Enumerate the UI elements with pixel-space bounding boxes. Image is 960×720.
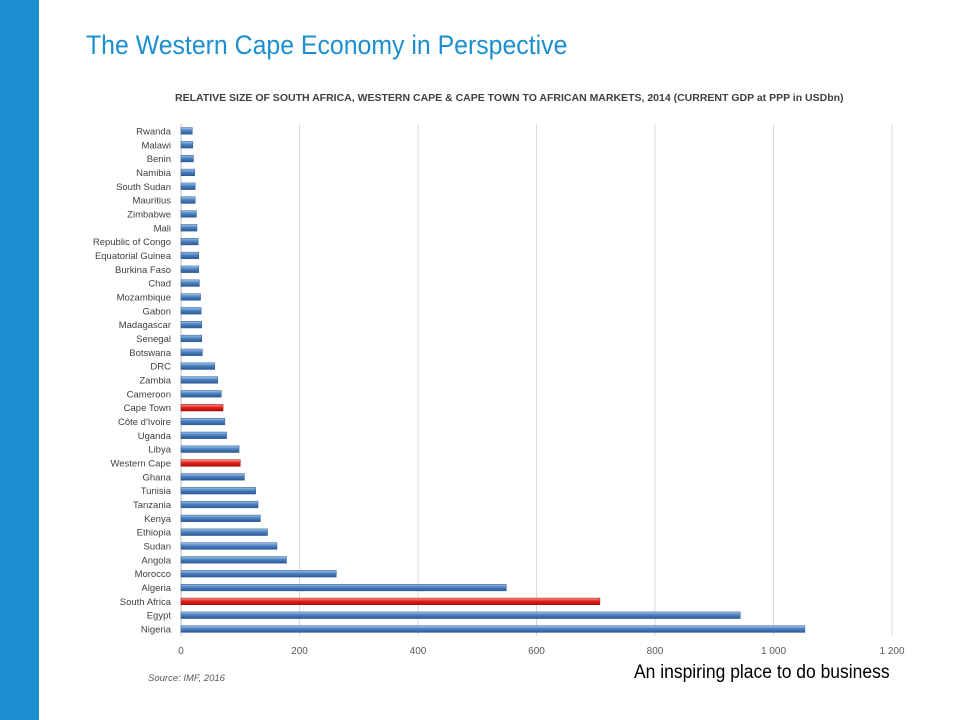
category-label: Sudan	[144, 542, 171, 553]
bar-namibia	[180, 168, 195, 177]
category-label: Kenya	[144, 514, 172, 525]
x-tick-label: 400	[410, 646, 427, 657]
category-label: Burkina Faso	[115, 265, 171, 276]
bar-zimbabwe	[180, 210, 197, 218]
bar-c-te-d-ivoire	[180, 417, 226, 426]
category-label: Senegal	[136, 334, 171, 345]
bar-mali	[180, 224, 198, 232]
bar-uganda	[180, 431, 227, 439]
bar-gabon	[180, 307, 202, 315]
bar-zambia	[180, 376, 218, 384]
x-tick-label: 1 200	[879, 646, 904, 657]
bar-republic-of-congo	[180, 238, 199, 246]
x-tick-label: 600	[528, 646, 545, 657]
category-label: Namibia	[136, 168, 172, 179]
x-axis-ticks: 0 200 400 600 800 1 000 1 200	[178, 646, 905, 657]
bar-ghana	[180, 473, 245, 481]
category-label: Cape Town	[124, 403, 171, 414]
category-labels: Rwanda Malawi Benin Namibia South Sudan Mauri…	[93, 126, 172, 635]
category-label: Equatorial Guinea	[95, 251, 172, 262]
category-label: Mauritius	[132, 196, 171, 207]
category-label: Ethiopia	[137, 528, 172, 539]
bar-nigeria	[180, 625, 806, 633]
bar-south-africa	[180, 597, 601, 605]
category-label: Mali	[154, 223, 171, 234]
category-label: Angola	[141, 555, 171, 566]
category-label: Libya	[148, 445, 171, 456]
bar-madagascar	[180, 321, 202, 329]
gridlines	[180, 124, 893, 636]
bar-cape-town	[180, 404, 224, 412]
bars	[180, 127, 806, 633]
bar-rwanda	[180, 127, 193, 135]
category-label: Zimbabwe	[127, 209, 171, 220]
source-note: Source: IMF, 2016	[148, 673, 225, 684]
bar-ethiopia	[180, 528, 268, 536]
category-label: Uganda	[138, 431, 172, 442]
category-label: Western Cape	[110, 459, 171, 470]
category-label: Gabon	[142, 306, 171, 317]
tagline: An inspiring place to do business	[634, 662, 890, 683]
category-label: Rwanda	[136, 126, 172, 137]
bar-algeria	[180, 583, 507, 592]
bar-burkina-faso	[180, 265, 200, 273]
category-label: DRC	[150, 362, 171, 373]
category-label: Mozambique	[117, 292, 171, 303]
category-label: Republic of Congo	[93, 237, 171, 248]
bar-south-sudan	[180, 182, 196, 190]
bar-benin	[180, 155, 194, 163]
category-label: Zambia	[139, 376, 171, 387]
x-tick-label: 200	[291, 646, 308, 657]
bar-equatorial-guinea	[180, 251, 200, 260]
bar-senegal	[180, 334, 202, 343]
category-label: Ghana	[142, 472, 171, 483]
category-label: Nigeria	[141, 625, 172, 636]
x-tick-label: 800	[647, 646, 664, 657]
category-label: Tanzania	[133, 500, 172, 511]
chart-title: RELATIVE SIZE OF SOUTH AFRICA, WESTERN C…	[175, 92, 844, 104]
category-label: Morocco	[135, 569, 171, 580]
category-label: Benin	[147, 154, 171, 165]
category-label: Chad	[148, 279, 171, 290]
category-label: Côte d'Ivoire	[118, 417, 171, 428]
category-label: South Sudan	[116, 182, 171, 193]
bar-kenya	[180, 514, 261, 522]
category-label: Egypt	[147, 611, 172, 622]
page-title: The Western Cape Economy in Perspective	[86, 30, 568, 60]
category-label: Tunisia	[141, 486, 172, 497]
bar-western-cape	[180, 459, 241, 467]
bar-egypt	[180, 611, 741, 619]
category-label: Malawi	[141, 140, 171, 151]
left-accent-band	[0, 0, 39, 720]
bar-tanzania	[180, 500, 259, 509]
bar-mozambique	[180, 293, 201, 301]
bar-drc	[180, 362, 216, 370]
bar-angola	[180, 556, 287, 564]
bar-cameroon	[180, 390, 222, 398]
category-label: Madagascar	[119, 320, 171, 331]
category-label: Botswana	[129, 348, 171, 359]
x-tick-label: 1 000	[761, 646, 786, 657]
bar-mauritius	[180, 196, 196, 204]
bar-tunisia	[180, 487, 256, 495]
bar-morocco	[180, 570, 337, 578]
x-tick-label: 0	[178, 646, 184, 657]
category-label: Algeria	[141, 583, 171, 594]
bar-botswana	[180, 348, 203, 356]
bar-malawi	[180, 141, 194, 149]
bar-chad	[180, 279, 200, 287]
category-label: South Africa	[120, 597, 172, 608]
category-label: Cameroon	[127, 389, 171, 400]
bar-sudan	[180, 542, 278, 550]
bar-libya	[180, 445, 240, 453]
